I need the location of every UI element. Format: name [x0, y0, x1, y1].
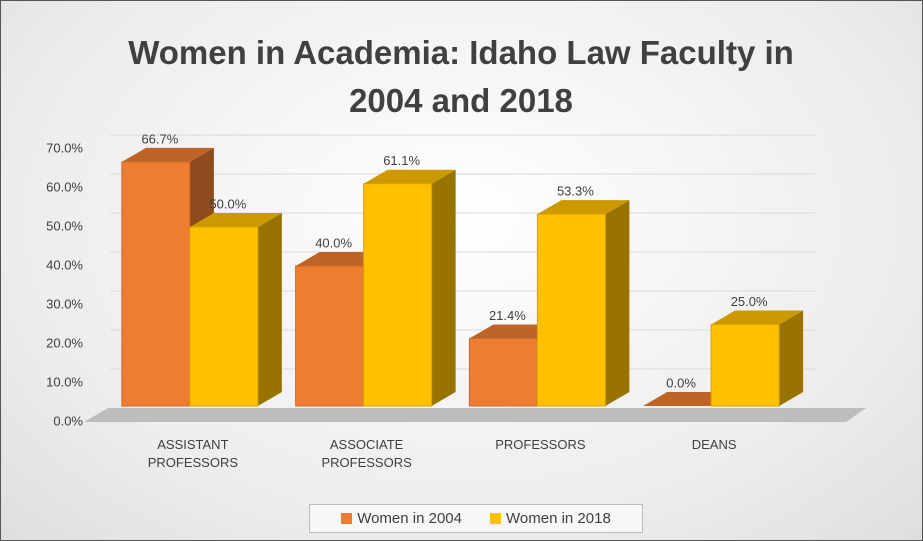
bar-front [468, 338, 538, 407]
y-tick-label: 70.0% [46, 140, 83, 155]
bar-top [121, 147, 214, 162]
y-tick-label: 0.0% [53, 413, 83, 428]
bar-front [295, 265, 365, 407]
bar-front [189, 226, 259, 407]
legend-swatch [490, 513, 501, 524]
data-label: 0.0% [666, 375, 696, 390]
legend-swatch [341, 513, 353, 524]
bar-front [536, 213, 606, 407]
legend-item: Women in 2004 [341, 510, 462, 527]
bar-front [710, 324, 780, 407]
bar-side [605, 200, 630, 406]
x-tick-label: PROFESSORS [495, 437, 586, 452]
bar-top [363, 169, 456, 184]
y-tick-label: 60.0% [46, 179, 83, 194]
x-tick-label: DEANS [691, 437, 737, 452]
data-label: 25.0% [731, 294, 768, 309]
data-label: 21.4% [489, 308, 526, 323]
bar-side [257, 213, 282, 406]
chart-title: Women in Academia: Idaho Law Faculty in … [128, 34, 794, 119]
data-label: 50.0% [209, 196, 246, 211]
x-tick-label: ASSOCIATE PROFESSORS [321, 437, 412, 470]
bar-side [431, 169, 456, 406]
bar [710, 310, 804, 407]
y-tick-label: 30.0% [46, 296, 83, 311]
legend: Women in 2004 Women in 2018 [309, 504, 643, 533]
bar-front [121, 161, 191, 407]
data-label: 40.0% [315, 235, 352, 250]
bar-front [363, 183, 433, 407]
legend-label: Women in 2004 [357, 510, 462, 527]
y-tick-label: 40.0% [46, 257, 83, 272]
bar-top [537, 200, 630, 215]
bar [363, 169, 456, 407]
bar [189, 213, 282, 407]
legend-label: Women in 2018 [506, 510, 611, 527]
bar-top [189, 213, 282, 227]
y-tick-label: 10.0% [46, 374, 83, 389]
bar-top [711, 310, 804, 325]
x-tick-label: ASSISTANT PROFESSORS [147, 437, 239, 470]
y-tick-label: 20.0% [46, 335, 83, 350]
y-tick-label: 50.0% [46, 218, 83, 233]
floor [84, 408, 866, 422]
bar-side [779, 310, 804, 406]
data-label: 66.7% [141, 131, 178, 146]
data-label: 61.1% [383, 153, 420, 168]
data-label: 53.3% [557, 184, 594, 199]
bar [536, 200, 630, 407]
legend-item: Women in 2018 [490, 510, 611, 527]
